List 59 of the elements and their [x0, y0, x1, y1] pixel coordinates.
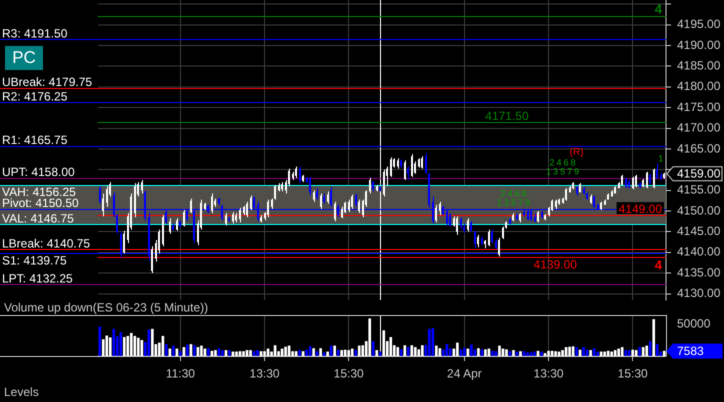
y-tick-label: 4165.00: [677, 141, 721, 156]
text: 6: [514, 188, 520, 198]
text: 3: [504, 198, 509, 208]
ref-line-label: R3: 4191.50: [2, 26, 68, 40]
text: 2: [500, 188, 506, 198]
text: 6: [564, 158, 569, 168]
button: PC: [5, 46, 43, 70]
text: 50000: [677, 316, 711, 330]
y-tick-label: 4155.00: [677, 182, 721, 197]
y-tick-label: 4135.00: [677, 265, 721, 280]
ref-line-label: R1: 4165.75: [2, 132, 68, 147]
text: 4159.00: [677, 166, 721, 181]
text: 5: [560, 166, 566, 177]
x-tick-label: 11:30: [166, 366, 196, 381]
text: 7: [567, 166, 572, 177]
y-tick-label: 4145.00: [677, 224, 721, 238]
text: 4: [654, 258, 662, 273]
text: 8: [570, 158, 576, 168]
y-tick-label: 4130.00: [677, 286, 721, 300]
ref-line-label: UBreak: 4179.75: [2, 74, 92, 89]
text: 4: [654, 2, 662, 17]
text: 7: [518, 198, 523, 208]
ref-line-label: R2: 4176.25: [2, 89, 68, 104]
text: 7583: [677, 344, 704, 358]
y-tick-label: 4170.00: [677, 120, 721, 135]
y-tick-label: 4185.00: [677, 58, 721, 73]
x-tick-label: 13:30: [250, 366, 280, 381]
text: 3: [553, 166, 558, 177]
ref-line-label: VAL: 4146.75: [2, 211, 74, 226]
chart-title: Volume up down(ES 06-23 (5 Minute)): [4, 300, 208, 314]
annotation: (R): [570, 146, 584, 158]
x-tick-label: 24 Apr: [447, 366, 482, 381]
text: 1: [658, 153, 664, 164]
y-tick-label: 4150.00: [677, 203, 721, 218]
ref-line-label: 4149.00: [618, 202, 662, 216]
y-tick-label: 4175.00: [677, 100, 721, 114]
ref-line-label: S1: 4139.75: [2, 253, 68, 268]
x-tick-label: 15:30: [618, 366, 648, 381]
y-tick-label: 4180.00: [677, 79, 721, 94]
text: 8: [521, 188, 527, 198]
y-tick-label: 4195.00: [677, 17, 721, 32]
text: 9: [525, 198, 530, 208]
annotation: 4: [556, 158, 562, 168]
ref-line-label: 4171.50: [485, 109, 529, 124]
text: 1: [496, 198, 502, 208]
text: 9: [574, 166, 580, 177]
x-tick-label: 13:30: [534, 366, 564, 381]
annotation: 4: [507, 188, 512, 198]
ref-line-label: LPT: 4132.25: [2, 271, 74, 286]
ref-line-label: UPT: 4158.00: [2, 164, 76, 179]
text: Levels: [4, 385, 39, 399]
text: 5: [510, 198, 516, 208]
y-tick-label: 4140.00: [677, 244, 721, 259]
ref-line-label: LBreak: 4140.75: [2, 236, 90, 250]
x-tick-label: 15:30: [334, 366, 364, 381]
text: 1: [546, 166, 552, 177]
ref-line-label: 4139.00: [534, 258, 578, 272]
y-tick-label: 4190.00: [677, 38, 721, 52]
text: 2: [550, 158, 555, 168]
